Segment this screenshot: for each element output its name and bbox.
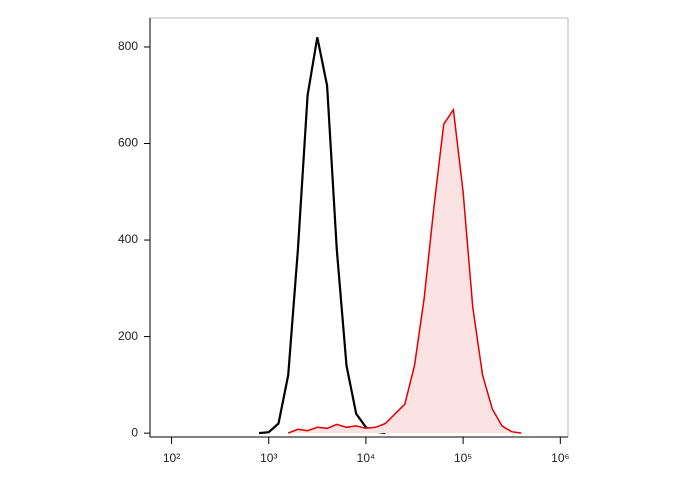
histogram-line — [287, 107, 522, 434]
plot-frame — [149, 17, 569, 438]
y-tick-label: 200 — [118, 329, 138, 343]
y-tick-label: 400 — [118, 232, 138, 246]
x-tick-label: 10³ — [260, 451, 277, 465]
histogram-line — [258, 37, 386, 435]
x-tick-label: 10⁶ — [551, 451, 569, 465]
x-tick-label: 10⁵ — [454, 451, 472, 465]
x-tick-label: 10⁴ — [357, 451, 376, 465]
histogram-area — [288, 109, 522, 434]
y-tick-label: 0 — [131, 425, 138, 439]
y-tick-label: 800 — [118, 39, 138, 53]
x-tick-label: 10² — [163, 451, 180, 465]
y-tick-label: 600 — [118, 136, 138, 150]
